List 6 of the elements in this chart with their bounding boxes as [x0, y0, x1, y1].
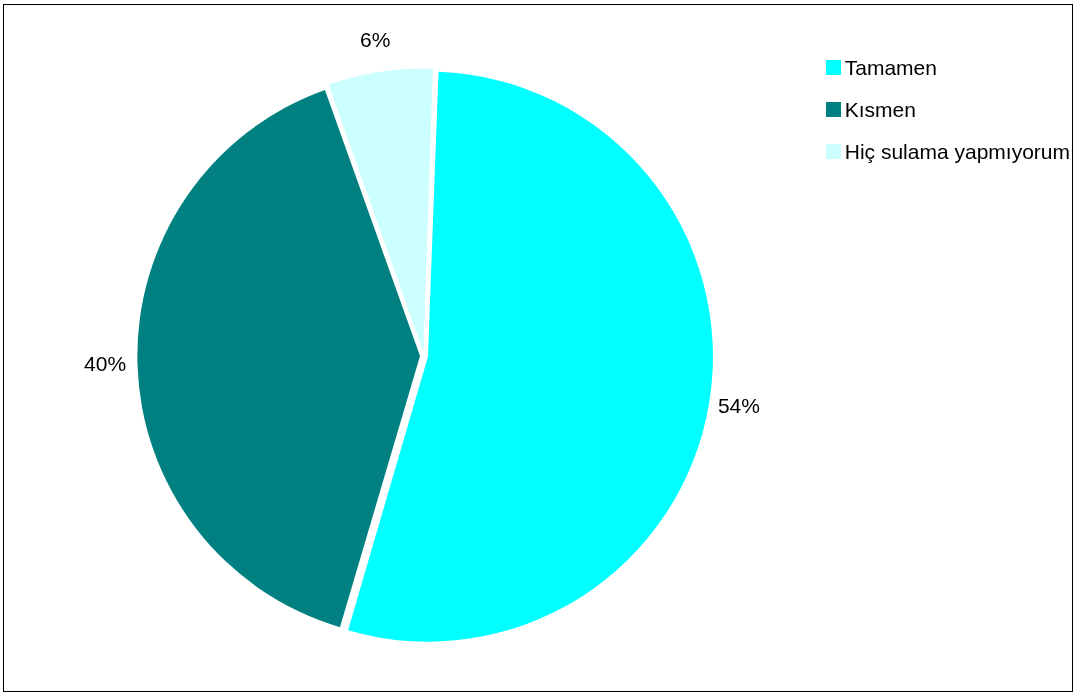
- legend-label: Tamamen: [844, 56, 937, 79]
- data-label: 40%: [84, 351, 127, 375]
- legend-label: Hiç sulama yapmıyorum: [844, 140, 1070, 163]
- data-label: 6%: [360, 27, 391, 51]
- data-label: 54%: [717, 393, 760, 417]
- legend-label: Kısmen: [844, 98, 916, 121]
